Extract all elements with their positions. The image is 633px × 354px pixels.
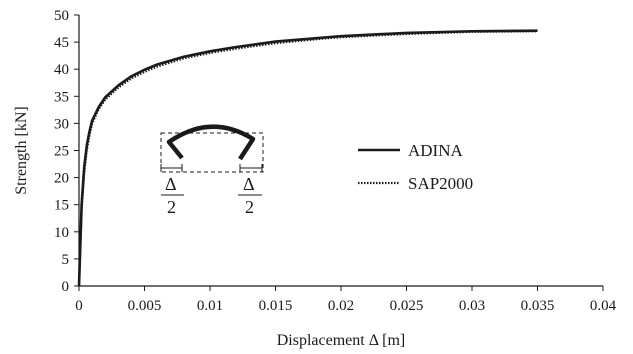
x-tick-label: 0 (75, 298, 83, 314)
deformed-frame-shape (166, 124, 256, 161)
x-tick-label: 0.005 (128, 298, 162, 314)
y-tick-label: 0 (62, 279, 70, 295)
x-tick-label: 0.015 (259, 298, 293, 314)
right-fraction-denominator: 2 (245, 197, 254, 217)
legend-label-adina: ADINA (408, 141, 463, 160)
series-line-sap2000 (77, 30, 538, 287)
y-tick-label: 5 (62, 252, 70, 268)
series-layer (77, 29, 538, 287)
y-axis-title: Strength [kN] (13, 106, 30, 194)
x-tick-label: 0.01 (197, 298, 223, 314)
x-tick-label: 0.03 (459, 298, 485, 314)
right-delta-label: Δ (243, 174, 255, 194)
axes: 0 5 10 15 20 25 30 35 40 45 50 0 0.005 0.01 0.015 0.02 0… (13, 8, 617, 349)
x-axis-title: Displacement Δ [m] (277, 332, 405, 349)
legend: ADINA SAP2000 (358, 141, 473, 193)
y-tick-label: 25 (54, 144, 69, 160)
x-tick-label: 0.04 (590, 298, 617, 314)
x-tick-label: 0.02 (328, 298, 354, 314)
undeformed-frame-outline (160, 132, 264, 173)
y-tick-label: 50 (54, 8, 69, 24)
y-tick-label: 35 (54, 89, 69, 105)
y-tick-label: 20 (54, 171, 69, 187)
x-tick-label: 0.025 (390, 298, 424, 314)
y-tick-label: 40 (54, 62, 69, 78)
y-tick-label: 15 (54, 198, 69, 214)
y-tick-label: 45 (54, 35, 69, 51)
y-tick-label: 10 (54, 225, 69, 241)
x-tick-label: 0.035 (521, 298, 555, 314)
series-line-adina (77, 29, 538, 287)
y-tick-label: 30 (54, 116, 69, 132)
frame-diagram-inset: Δ 2 Δ 2 (160, 124, 264, 217)
left-delta-label: Δ (165, 174, 177, 194)
legend-label-sap2000: SAP2000 (408, 174, 473, 193)
left-fraction-denominator: 2 (167, 197, 176, 217)
